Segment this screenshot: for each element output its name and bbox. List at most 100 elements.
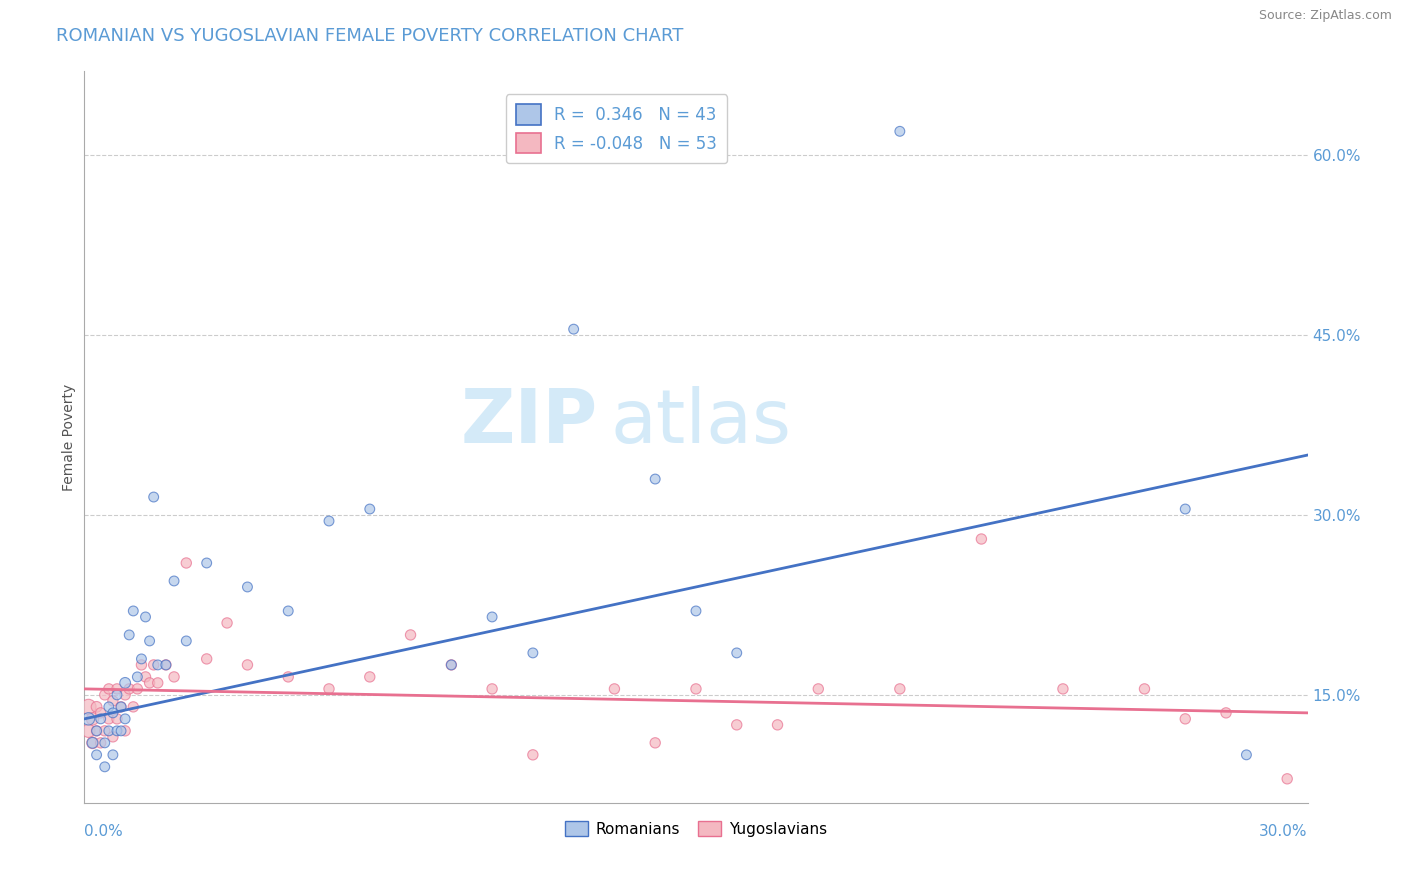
Text: ZIP: ZIP (461, 386, 598, 459)
Point (114, 712, 136, 726)
Point (110, 723, 132, 738)
Point (685, 681, 707, 696)
Point (277, 670, 299, 684)
Point (1215, 706, 1237, 720)
Point (105, 681, 128, 696)
Point (77, 723, 100, 738)
Point (90, 736, 112, 750)
Point (217, 615, 239, 630)
Text: 30.0%: 30.0% (1260, 824, 1308, 839)
Point (114, 676, 136, 690)
Point (562, 322, 585, 336)
Point (97, 699, 120, 714)
Point (440, 657, 463, 672)
Point (1236, 747, 1258, 762)
Point (174, 634, 197, 648)
Point (155, 657, 177, 672)
Point (122, 699, 145, 714)
Point (86, 723, 108, 738)
Point (481, 681, 503, 696)
Point (1277, 772, 1299, 786)
Text: Source: ZipAtlas.com: Source: ZipAtlas.com (1258, 9, 1392, 22)
Point (93, 723, 115, 738)
Point (1133, 681, 1156, 696)
Point (93, 736, 115, 750)
Point (93, 688, 115, 702)
Point (399, 628, 422, 642)
Point (135, 610, 157, 624)
Point (146, 657, 169, 672)
Point (766, 718, 789, 732)
Point (101, 694, 124, 708)
Point (889, 124, 911, 138)
Point (481, 610, 503, 624)
Point (174, 556, 197, 570)
Point (105, 688, 128, 702)
Point (77, 699, 100, 714)
Point (359, 502, 381, 516)
Point (163, 574, 186, 588)
Point (97, 723, 120, 738)
Point (127, 681, 149, 696)
Point (522, 747, 544, 762)
Point (105, 712, 128, 726)
Point (644, 472, 666, 486)
Point (142, 657, 165, 672)
Point (236, 657, 259, 672)
Point (86, 723, 108, 738)
Point (163, 670, 186, 684)
Point (440, 657, 463, 672)
Point (146, 676, 169, 690)
Point (138, 676, 160, 690)
Point (970, 532, 993, 546)
Y-axis label: Female Poverty: Female Poverty (62, 384, 76, 491)
Point (101, 747, 124, 762)
Point (101, 730, 124, 744)
Point (86, 747, 108, 762)
Point (110, 699, 132, 714)
Point (318, 514, 340, 528)
Point (359, 670, 381, 684)
Text: 0.0%: 0.0% (84, 824, 124, 839)
Point (725, 646, 748, 660)
Point (90, 706, 112, 720)
Text: atlas: atlas (610, 386, 792, 459)
Point (142, 490, 165, 504)
Point (889, 681, 911, 696)
Point (522, 646, 544, 660)
Point (82, 736, 104, 750)
Point (118, 681, 141, 696)
Point (138, 634, 160, 648)
Point (1174, 712, 1197, 726)
Point (90, 712, 112, 726)
Point (135, 670, 157, 684)
Text: ROMANIAN VS YUGOSLAVIAN FEMALE POVERTY CORRELATION CHART: ROMANIAN VS YUGOSLAVIAN FEMALE POVERTY C… (56, 27, 683, 45)
Point (603, 681, 626, 696)
Point (114, 688, 136, 702)
Point (277, 604, 299, 618)
Point (1174, 502, 1197, 516)
Point (155, 657, 177, 672)
Point (82, 712, 104, 726)
Point (807, 681, 830, 696)
Point (86, 699, 108, 714)
Point (685, 604, 707, 618)
Point (236, 580, 259, 594)
Point (93, 760, 115, 774)
Point (122, 604, 145, 618)
Legend: Romanians, Yugoslavians: Romanians, Yugoslavians (558, 814, 834, 843)
Point (97, 681, 120, 696)
Point (131, 652, 153, 666)
Point (1052, 681, 1074, 696)
Point (82, 736, 104, 750)
Point (725, 718, 748, 732)
Point (318, 681, 340, 696)
Point (195, 652, 218, 666)
Point (131, 657, 153, 672)
Point (110, 699, 132, 714)
Point (101, 706, 124, 720)
Point (127, 670, 149, 684)
Point (118, 628, 141, 642)
Point (195, 556, 218, 570)
Point (114, 723, 136, 738)
